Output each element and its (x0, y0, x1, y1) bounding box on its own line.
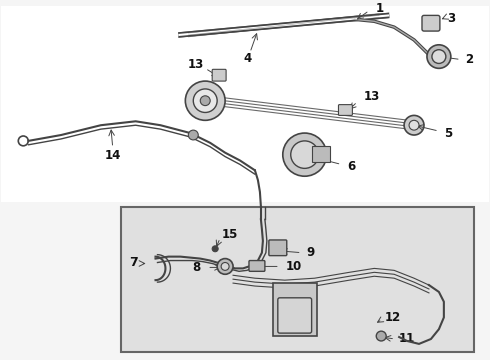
Text: 15: 15 (222, 228, 239, 240)
Circle shape (188, 130, 198, 140)
FancyBboxPatch shape (422, 15, 440, 31)
Text: 12: 12 (384, 311, 400, 324)
Text: 10: 10 (286, 260, 302, 273)
Circle shape (427, 45, 451, 68)
Circle shape (200, 96, 210, 105)
FancyBboxPatch shape (249, 261, 265, 271)
FancyBboxPatch shape (273, 283, 317, 336)
Text: 8: 8 (192, 261, 200, 274)
Text: 9: 9 (307, 246, 315, 259)
Circle shape (432, 50, 446, 63)
Circle shape (404, 116, 424, 135)
Circle shape (212, 246, 218, 252)
Circle shape (376, 331, 386, 341)
Text: 13: 13 (188, 58, 204, 71)
Text: 13: 13 (363, 90, 380, 103)
Text: 4: 4 (244, 52, 252, 65)
Bar (121, 207, 474, 352)
Circle shape (291, 141, 318, 168)
FancyBboxPatch shape (212, 69, 226, 81)
FancyBboxPatch shape (312, 146, 329, 162)
Text: 2: 2 (465, 53, 473, 66)
FancyBboxPatch shape (278, 298, 312, 333)
Circle shape (185, 81, 225, 120)
Circle shape (217, 258, 233, 274)
Text: 14: 14 (104, 149, 121, 162)
Text: 1: 1 (375, 2, 383, 15)
Circle shape (221, 262, 229, 270)
Text: 7: 7 (129, 256, 138, 269)
Text: 5: 5 (444, 127, 452, 140)
Text: 11: 11 (399, 333, 416, 346)
Bar (1, 5, 489, 202)
Circle shape (193, 89, 217, 112)
Text: 3: 3 (447, 12, 455, 25)
Circle shape (283, 133, 326, 176)
FancyBboxPatch shape (269, 240, 287, 256)
Circle shape (409, 120, 419, 130)
FancyBboxPatch shape (339, 105, 352, 116)
Text: 6: 6 (347, 160, 356, 173)
